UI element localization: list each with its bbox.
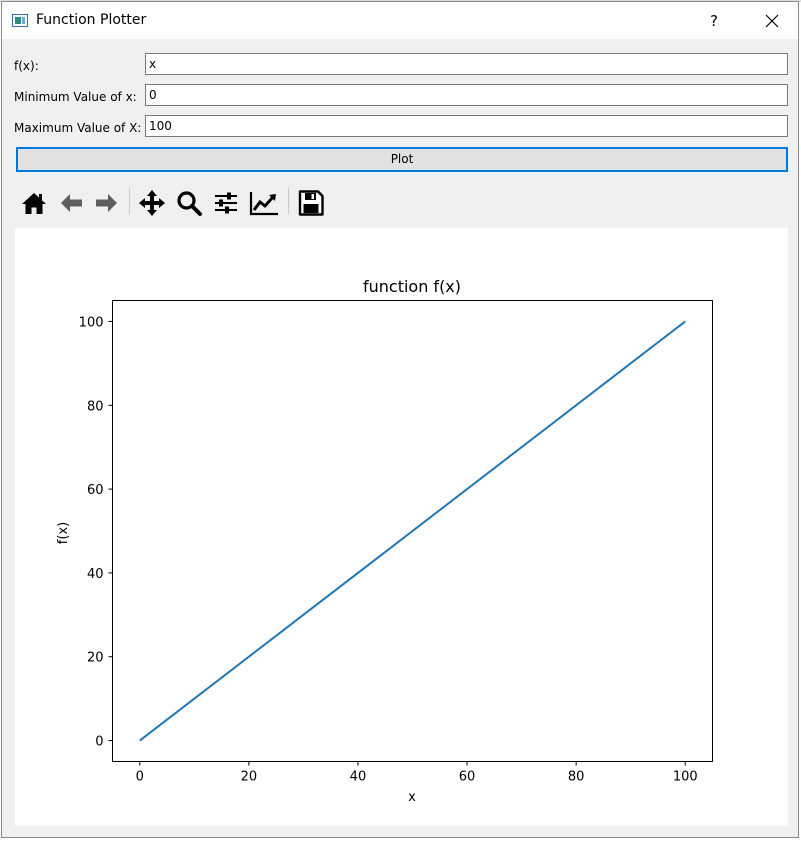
axes-frame: [112, 300, 713, 762]
x-tick-label: 60: [459, 770, 476, 785]
forward-button[interactable]: [90, 186, 124, 220]
forward-arrow-icon: [96, 194, 117, 212]
subplots-icon: [215, 192, 237, 214]
fx-input[interactable]: [145, 53, 788, 75]
y-tick-label: 60: [87, 483, 104, 498]
y-tick-label: 80: [87, 399, 104, 414]
title-bar[interactable]: Function Plotter ?: [2, 2, 798, 39]
y-tick-label: 40: [87, 567, 104, 582]
max-x-input[interactable]: [145, 115, 788, 137]
y-tick-label: 20: [87, 651, 104, 666]
home-icon: [22, 193, 46, 214]
chart: function f(x) x f(x) 0 20 40 60 80 100 0 20 40 60…: [56, 277, 713, 805]
save-icon: [298, 190, 324, 216]
x-tick-label: 20: [241, 770, 258, 785]
customize-icon: [249, 192, 278, 216]
pan-icon: [139, 190, 165, 216]
customize-button[interactable]: [246, 186, 280, 220]
pan-button[interactable]: [135, 186, 169, 220]
y-tick-label: 0: [95, 735, 103, 750]
x-tick-label: 100: [673, 770, 698, 785]
max-x-label: Maximum Value of X:: [14, 121, 142, 135]
plot-button[interactable]: Plot: [16, 147, 788, 172]
subplots-button[interactable]: [209, 186, 243, 220]
chart-title: function f(x): [363, 277, 461, 296]
navigation-toolbar: [16, 184, 324, 220]
x-tick-label: 0: [136, 770, 144, 785]
series-line: [139, 320, 686, 742]
y-axis-label: f(x): [56, 522, 71, 544]
back-button[interactable]: [54, 186, 88, 220]
y-tick-label: 100: [79, 315, 104, 330]
back-arrow-icon: [61, 194, 82, 212]
x-tick-label: 80: [568, 770, 585, 785]
series-layer: [139, 320, 686, 742]
home-button[interactable]: [17, 186, 51, 220]
plot-canvas[interactable]: function f(x) x f(x) 0 20 40 60 80 100 0 20 40 60…: [15, 228, 788, 826]
min-x-input[interactable]: [145, 84, 788, 106]
ticks-layer: 0 20 40 60 80 100 0 20 40 60 80 100: [79, 315, 698, 784]
help-button[interactable]: ?: [710, 12, 718, 30]
save-button[interactable]: [294, 186, 328, 220]
min-x-label: Minimum Value of x:: [14, 90, 137, 104]
close-icon: [765, 14, 779, 28]
toolbar-separator: [129, 188, 130, 214]
app-icon: [12, 14, 28, 27]
zoom-button[interactable]: [172, 186, 206, 220]
zoom-icon: [177, 191, 202, 216]
toolbar-separator: [288, 188, 289, 214]
fx-label: f(x):: [14, 59, 39, 73]
x-axis-label: x: [408, 790, 416, 805]
window-title: Function Plotter: [36, 12, 147, 28]
x-tick-label: 40: [350, 770, 367, 785]
close-button[interactable]: [750, 6, 794, 36]
